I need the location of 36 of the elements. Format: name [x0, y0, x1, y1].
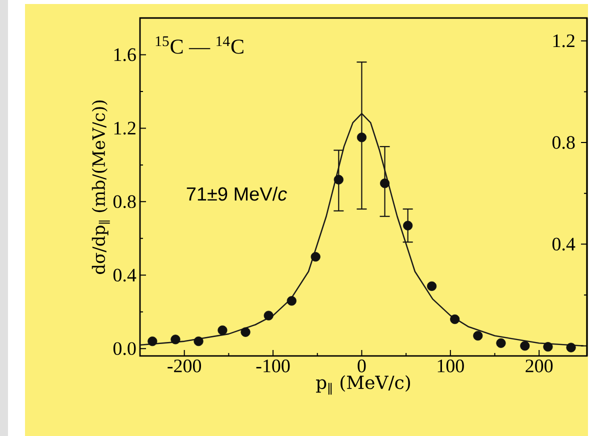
point [450, 314, 460, 324]
y-tick-label: 0.0 [113, 342, 136, 356]
point [473, 330, 483, 341]
point [240, 327, 250, 337]
point [356, 132, 367, 142]
x-tick-label: -200 [168, 360, 202, 372]
point [218, 325, 228, 336]
point [286, 296, 296, 306]
point [403, 220, 413, 230]
x-tick-label: 200 [526, 360, 553, 372]
point [496, 338, 506, 348]
point [334, 174, 344, 184]
point [310, 252, 320, 262]
y-tick-label: 0.8 [113, 195, 136, 208]
point [148, 336, 158, 346]
x-axis-title: p$_{∥}$ (MeV/c) [316, 375, 410, 395]
x-tick-label: 0 [358, 360, 366, 372]
y-axis-title: dσ/dp$_{∥}$ (mb/(MeV/c)) [92, 100, 110, 274]
annotation: 71±9 MeV/c [186, 186, 287, 201]
point [380, 178, 390, 188]
point [520, 341, 530, 351]
y2-tick-label: 0.4 [552, 238, 576, 251]
point [543, 342, 553, 352]
annotation: $^{15}$C — $^{14}$C [156, 36, 244, 54]
point [170, 334, 180, 344]
y2-tick-label: 0.8 [552, 136, 575, 149]
point [426, 281, 437, 291]
y-tick-label: 0.4 [113, 268, 136, 282]
y-tick-label: 1.6 [114, 48, 136, 62]
x-tick-label: 100 [438, 360, 464, 372]
x-tick-label: -100 [256, 360, 290, 372]
y-tick-label: 1.2 [114, 122, 136, 135]
point [264, 310, 274, 320]
point [566, 342, 576, 352]
y2-tick-label: 1.2 [553, 34, 574, 48]
point [194, 336, 204, 346]
